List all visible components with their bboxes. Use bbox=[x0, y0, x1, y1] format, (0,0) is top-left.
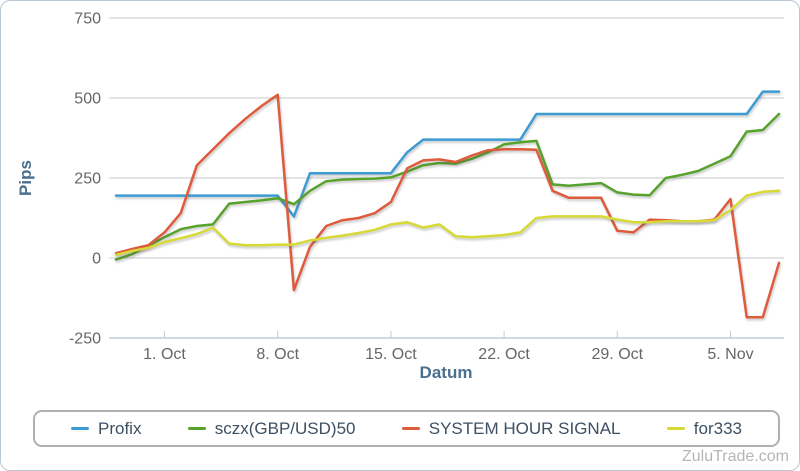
series-line-sczx-gbp-usd-50 bbox=[114, 112, 781, 261]
x-axis-title: Datum bbox=[420, 363, 473, 382]
series-line-profix bbox=[114, 90, 781, 218]
watermark: ZuluTrade.com bbox=[682, 448, 789, 465]
legend-line-swatch bbox=[401, 427, 420, 430]
legend-label: SYSTEM HOUR SIGNAL bbox=[428, 418, 621, 438]
x-tick-label: 8. Oct bbox=[256, 346, 299, 363]
legend-item-sczx-gbp-usd-50[interactable]: sczx(GBP/USD)50 bbox=[187, 418, 356, 439]
gridlines bbox=[109, 17, 784, 339]
legend-item-system-hour-signal[interactable]: SYSTEM HOUR SIGNAL bbox=[401, 418, 621, 439]
y-axis-labels: 750 500 250 0 -250 bbox=[69, 11, 101, 348]
legend-line-swatch bbox=[71, 427, 89, 430]
chart-plot-area: 750 500 250 0 -250 1. Oct 8. Oct 15. Oct 22. Oc… bbox=[16, 11, 784, 382]
legend-line-swatch bbox=[666, 427, 685, 430]
legend-label: sczx(GBP/USD)50 bbox=[214, 418, 356, 438]
y-tick-label: 250 bbox=[74, 171, 101, 188]
x-tick-label: 15. Oct bbox=[365, 346, 417, 363]
y-tick-label: 0 bbox=[92, 251, 101, 268]
legend-item-profix[interactable]: Profix bbox=[71, 419, 141, 439]
x-tick-label: 22. Oct bbox=[478, 346, 530, 363]
y-axis-title: Pips bbox=[16, 160, 35, 196]
x-axis: 1. Oct 8. Oct 15. Oct 22. Oct 29. Oct 5. Nov bbox=[109, 331, 784, 363]
series-line-for333 bbox=[114, 189, 781, 257]
legend-label: Profix bbox=[98, 418, 142, 438]
y-tick-label: 750 bbox=[74, 11, 101, 28]
y-tick-label: -250 bbox=[69, 331, 101, 348]
x-tick-label: 1. Oct bbox=[143, 346, 186, 363]
legend-line-swatch bbox=[187, 427, 206, 430]
x-tick-label: 29. Oct bbox=[592, 346, 644, 363]
legend-label: for333 bbox=[693, 418, 742, 438]
series-lines bbox=[114, 90, 781, 319]
series-line-system-hour-signal bbox=[114, 93, 781, 319]
legend: Profix sczx(GBP/USD)50 SYSTEM HOUR SIGNAL f… bbox=[33, 410, 780, 447]
x-tick-label: 5. Nov bbox=[707, 346, 753, 363]
y-tick-label: 500 bbox=[74, 91, 101, 108]
legend-item-for333[interactable]: for333 bbox=[666, 418, 742, 439]
